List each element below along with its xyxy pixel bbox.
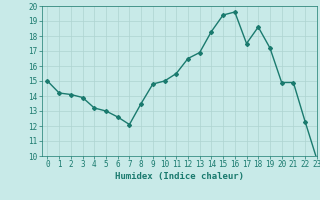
X-axis label: Humidex (Indice chaleur): Humidex (Indice chaleur)	[115, 172, 244, 181]
